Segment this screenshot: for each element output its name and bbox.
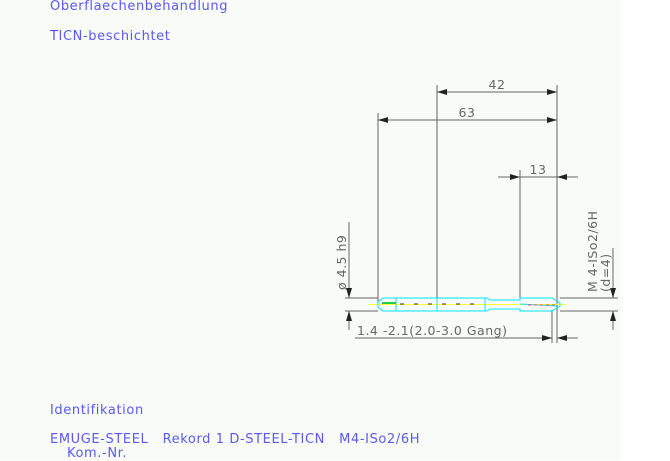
dimension-63: 63	[459, 105, 476, 120]
kom-nr-label: Kom.-Nr.	[67, 446, 128, 461]
identification-label: Identifikation	[50, 403, 144, 418]
chamfer-note: 1.4 -2.1(2.0-3.0 Gang)	[357, 323, 507, 338]
thread-designation: M 4-ISo2/6H	[585, 210, 600, 292]
dimension-diameter: ø 4.5 h9	[334, 235, 349, 290]
thread-diameter: (d=4)	[598, 253, 613, 292]
drawing-canvas	[0, 0, 620, 460]
dimension-13: 13	[530, 162, 547, 177]
surface-treatment-value: TICN-beschichtet	[50, 29, 171, 44]
dimension-42: 42	[489, 77, 506, 92]
tap-tool-outline	[368, 297, 566, 312]
surface-treatment-label: Oberflaechenbehandlung	[50, 0, 229, 14]
identification-value: EMUGE-STEEL Rekord 1 D-STEEL-TICN M4-ISo…	[50, 432, 421, 447]
